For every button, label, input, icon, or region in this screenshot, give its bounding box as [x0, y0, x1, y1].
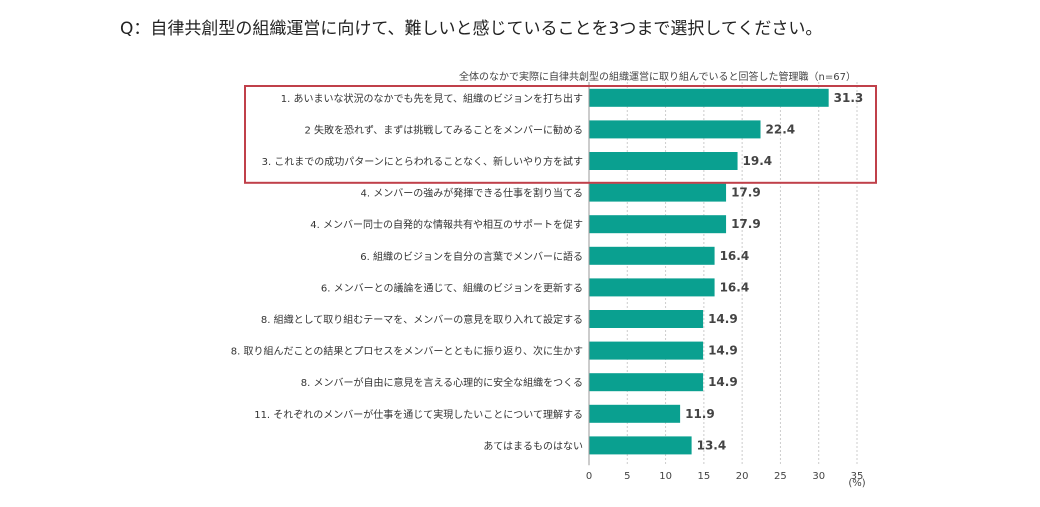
- bar: [589, 278, 715, 297]
- category-label: 3. これまでの成功パターンにとらわれることなく、新しいやり方を試す: [262, 155, 583, 168]
- value-label: 17.9: [731, 186, 761, 200]
- x-tick-label: 10: [659, 471, 672, 482]
- bar: [589, 436, 692, 455]
- bar: [589, 404, 681, 423]
- bar: [589, 120, 761, 139]
- category-label: 8. メンバーが自由に意見を言える心理的に安全な組織をつくる: [301, 376, 583, 389]
- category-label: あてはまるものはない: [483, 440, 583, 452]
- value-label: 16.4: [720, 249, 750, 263]
- value-label: 17.9: [731, 217, 761, 231]
- x-tick-label: 5: [624, 471, 630, 482]
- bar: [589, 246, 715, 265]
- highlight-box: [244, 85, 877, 184]
- value-label: 19.4: [743, 154, 773, 168]
- bar: [589, 215, 727, 234]
- bar: [589, 88, 829, 107]
- category-label: 6. 組織のビジョンを自分の言葉でメンバーに語る: [360, 250, 583, 263]
- bar: [589, 341, 704, 360]
- bar: [589, 373, 704, 392]
- x-tick-label: 0: [586, 471, 592, 482]
- x-tick-label: 20: [736, 471, 749, 482]
- category-label: 1. あいまいな状況のなかでも先を見て、組織のビジョンを打ち出す: [281, 92, 583, 105]
- value-label: 11.9: [685, 407, 715, 421]
- value-label: 14.9: [708, 312, 738, 326]
- value-label: 22.4: [766, 122, 796, 136]
- value-label: 16.4: [720, 280, 750, 294]
- x-axis-ticks: 0 5 10 15 20 25 30 35: [586, 471, 864, 482]
- x-tick-label: 35: [851, 471, 864, 482]
- category-label: 11. それぞれのメンバーが仕事を通じて実現したいことについて理解する: [254, 408, 583, 421]
- grid-lines: [588, 82, 858, 466]
- chart-subtitle: 全体のなかで実際に自律共創型の組織運営に取り組んでいると回答した管理職（n=67…: [459, 72, 856, 83]
- bars: 1. あいまいな状況のなかでも先を見て、組織のビジョンを打ち出す 31.3 2 失敗…: [231, 88, 864, 455]
- category-label: 4. メンバーの強みが発揮できる仕事を割り当てる: [360, 187, 583, 200]
- value-label: 13.4: [697, 438, 727, 452]
- x-tick-label: 30: [812, 471, 825, 482]
- bar: [589, 152, 738, 170]
- bar: [589, 183, 727, 202]
- x-axis-unit: (%): [848, 478, 865, 489]
- bar: [589, 310, 704, 328]
- category-label: 2 失敗を恐れず、まずは挑戦してみることをメンバーに勧める: [304, 123, 583, 136]
- value-label: 14.9: [708, 375, 738, 389]
- value-label: 14.9: [708, 344, 738, 358]
- category-label: 6. メンバーとの議論を通じて、組織のビジョンを更新する: [321, 281, 583, 294]
- category-label: 8. 取り組んだことの結果とプロセスをメンバーとともに振り返り、次に生かす: [231, 345, 583, 358]
- question-title: Q：自律共創型の組織運営に向けて、難しいと感じていることを3つまで選択してくださ…: [120, 19, 823, 39]
- x-tick-label: 15: [697, 471, 710, 482]
- value-label: 31.3: [834, 91, 864, 105]
- category-label: 4. メンバー同士の自発的な情報共有や相互のサポートを促す: [310, 218, 583, 231]
- category-label: 8. 組織として取り組むテーマを、メンバーの意見を取り入れて設定する: [261, 313, 583, 326]
- x-tick-label: 25: [774, 471, 787, 482]
